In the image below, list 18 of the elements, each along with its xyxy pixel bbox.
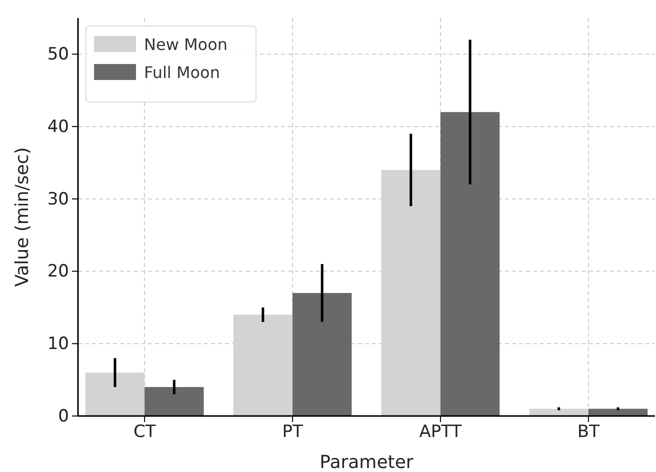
y-axis-title: Value (min/sec) xyxy=(12,147,33,287)
y-tick-label: 0 xyxy=(58,406,69,426)
y-tick-label: 20 xyxy=(47,262,69,282)
bar xyxy=(292,292,352,416)
x-tick-label: CT xyxy=(133,422,156,442)
x-axis-title: Parameter xyxy=(320,452,414,472)
y-tick-label: 50 xyxy=(47,44,69,65)
legend-label: Full Moon xyxy=(144,63,220,82)
legend-label: New Moon xyxy=(144,35,228,54)
x-tick-label: BT xyxy=(577,422,600,442)
y-tick-label: 30 xyxy=(47,189,69,210)
bar xyxy=(144,387,204,416)
y-tick-label: 40 xyxy=(47,116,69,137)
bar xyxy=(440,112,500,416)
x-tick-label: APTT xyxy=(419,422,462,442)
bar xyxy=(529,408,588,416)
x-tick-label: PT xyxy=(282,422,304,442)
y-tick-label: 10 xyxy=(47,334,69,354)
